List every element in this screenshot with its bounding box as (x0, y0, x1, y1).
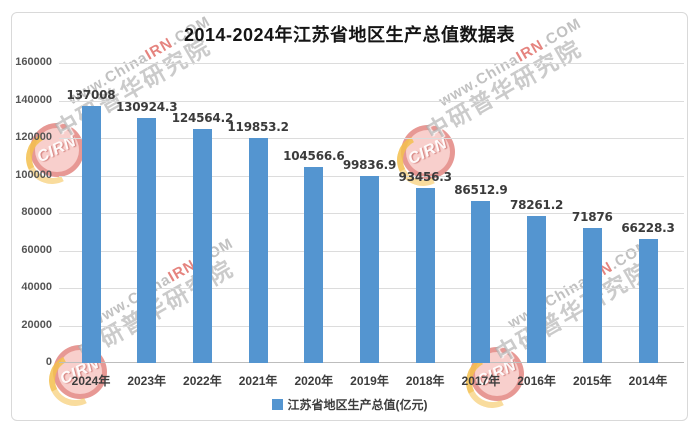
y-tick-label: 160000 (15, 56, 52, 68)
x-tick-label: 2023年 (127, 374, 167, 388)
x-tick-label: 2024年 (71, 374, 111, 388)
y-tick-label: 40000 (21, 281, 52, 293)
legend-swatch-icon (271, 399, 283, 410)
y-tick-label: 20000 (21, 318, 52, 331)
y-tick-label: 140000 (15, 93, 52, 106)
bar-value-label: 93456.3 (398, 169, 452, 184)
y-tick-label: 120000 (15, 131, 52, 143)
x-tick-label: 2014年 (628, 374, 668, 388)
bar-value-label: 66228.3 (621, 220, 675, 235)
bar (81, 106, 101, 363)
gridline (59, 138, 684, 139)
y-tick-label: 60000 (21, 243, 52, 256)
legend-label: 江苏省地区生产总值(亿元) (287, 398, 428, 412)
y-tick-label: 80000 (21, 206, 52, 218)
gridline (59, 63, 684, 64)
chart-frame: 2014-2024年江苏省地区生产总值数据表 0 20000 40000 60000 8… (11, 12, 688, 421)
x-tick-label: 2017年 (461, 374, 501, 388)
bar (471, 200, 491, 363)
bar (582, 228, 602, 363)
bar (192, 129, 212, 363)
y-tick-label: 0 (45, 356, 52, 368)
bar (360, 175, 379, 363)
bar-value-label: 104566.6 (283, 148, 345, 163)
bar-value-label: 71876 (571, 210, 613, 225)
chart-title: 2014-2024年江苏省地区生产总值数据表 (183, 25, 516, 45)
bar-value-label: 86512.9 (454, 182, 508, 197)
x-tick-label: 2020年 (294, 374, 334, 388)
bar (527, 216, 547, 363)
bar (248, 138, 268, 363)
bar (638, 238, 658, 363)
bar-value-label: 137008 (66, 88, 116, 103)
bar-value-label: 119853.2 (227, 120, 289, 135)
x-tick-label: 2018年 (405, 374, 445, 388)
x-tick-label: 2019年 (350, 374, 389, 388)
y-tick-label: 100000 (15, 168, 52, 181)
bar-value-label: 99836.9 (342, 157, 397, 172)
bar (304, 166, 324, 363)
bar (137, 117, 157, 363)
x-tick-label: 2022年 (183, 374, 222, 388)
x-tick-label: 2015年 (572, 374, 612, 388)
bar-value-label: 124564.2 (171, 111, 234, 126)
plot-area: 0 20000 40000 60000 80000 100000 120000 140000 1… (15, 56, 684, 388)
bar-value-label: 130924.3 (115, 99, 178, 114)
x-tick-label: 2021年 (238, 374, 278, 388)
legend: 江苏省地区生产总值(亿元) (12, 396, 687, 413)
x-tick-label: 2016年 (517, 374, 556, 388)
bar-value-label: 78261.2 (509, 198, 564, 213)
gridline (59, 100, 684, 102)
bar (415, 187, 435, 363)
